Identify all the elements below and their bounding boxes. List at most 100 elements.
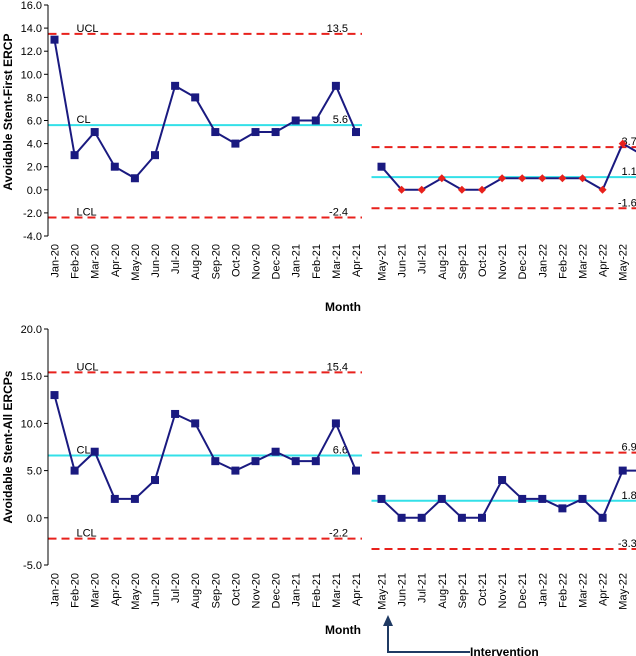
data-point [50, 391, 59, 400]
data-point [518, 494, 527, 503]
pre-cl-value: 5.6 [333, 114, 348, 126]
x-tick-label: Jun-21 [397, 573, 409, 607]
x-tick-label: Jul-20 [170, 244, 182, 274]
x-tick-label: Jan-20 [50, 244, 62, 278]
data-point [377, 162, 386, 171]
x-tick-label: May-20 [130, 573, 142, 610]
data-point [171, 409, 180, 418]
x-tick-label: Feb-22 [557, 573, 569, 608]
x-tick-label: Mar-20 [90, 244, 102, 279]
intervention-label: Intervention [470, 645, 539, 656]
data-point [498, 476, 507, 485]
data-point [377, 494, 386, 503]
x-tick-label: Dec-21 [517, 573, 529, 608]
data-point [538, 494, 547, 503]
x-tick-label: Dec-21 [517, 244, 529, 279]
y-tick-label: 20.0 [21, 324, 42, 336]
y-tick-label: 15.0 [21, 371, 42, 383]
chart-2: -5.0 0.0 5.0 10.0 15.0 20.0 Avoidable Stent-Al… [1, 324, 636, 637]
x-tick-label: Jan-21 [291, 244, 303, 278]
pre-lcl-value: -2.4 [329, 207, 348, 219]
data-point [151, 151, 159, 160]
x-tick-label: Feb-20 [70, 244, 82, 279]
data-point [70, 466, 79, 475]
chart-1: -4.0 -2.0 0.0 2.0 4.0 6.0 8.0 10.0 12.0 14.0 16.0 A… [1, 0, 636, 314]
x-tick-label: Mar-22 [578, 244, 590, 279]
data-point [291, 116, 300, 125]
data-point [110, 162, 119, 171]
x-tick-label: Dec-20 [271, 244, 283, 279]
data-point [50, 35, 59, 44]
data-point [171, 81, 180, 90]
x-tick-label: Sep-21 [457, 244, 469, 279]
x-tick-label: Jan-22 [537, 244, 549, 278]
x-tick-label: Sep-20 [210, 573, 222, 608]
x-tick-label: May-21 [377, 573, 389, 610]
data-point [251, 457, 260, 466]
data-point [291, 457, 300, 466]
data-point [231, 466, 240, 475]
x-tick-label: Jun-21 [397, 244, 409, 278]
x-tick-label: Feb-21 [311, 244, 323, 279]
pre-series-line [53, 394, 357, 500]
pre-lcl-value: -2.2 [329, 528, 348, 540]
x-tick-label: Nov-21 [497, 573, 509, 608]
x-tick-label: Feb-21 [311, 573, 323, 608]
data-point [352, 128, 360, 137]
pre-ucl-name: UCL [77, 361, 99, 373]
data-point [457, 513, 466, 522]
pre-lcl-name: LCL [77, 207, 97, 219]
x-tick-label: Jun-20 [150, 244, 162, 278]
x-tick-label: Apr-20 [110, 244, 122, 277]
data-point-diamond [558, 174, 567, 183]
x-tick-label: Aug-21 [437, 244, 449, 279]
data-point [211, 457, 220, 466]
data-point [618, 466, 627, 475]
x-tick-label: May-20 [130, 244, 142, 281]
data-point-diamond [598, 185, 607, 194]
data-point [130, 494, 139, 503]
pre-lcl-name: LCL [77, 528, 97, 540]
x-tick-label: May-22 [618, 573, 630, 610]
y-tick-label: 5.0 [27, 466, 42, 478]
post-series-line [380, 142, 636, 192]
y-tick-label: 12.0 [21, 46, 42, 58]
x-tick-label: Jan-22 [537, 573, 549, 607]
y-tick-label: -5.0 [23, 560, 42, 572]
data-point [271, 128, 280, 137]
data-point [311, 116, 320, 125]
pre-ucl-name: UCL [77, 23, 99, 35]
x-tick-label: Dec-20 [271, 573, 283, 608]
x-tick-label: Mar-22 [578, 573, 590, 608]
intervention-annotation: Intervention [383, 615, 539, 656]
post-ucl-value: 6.9 [622, 442, 636, 454]
x-tick-label: Jul-21 [417, 244, 429, 274]
pre-cl-name: CL [77, 444, 91, 456]
data-point-diamond [397, 185, 406, 194]
data-point [437, 494, 446, 503]
data-point-diamond [478, 185, 486, 194]
x-tick-label: Sep-21 [457, 573, 469, 608]
post-cl-value: 1.1 [622, 166, 636, 178]
data-point [70, 151, 79, 160]
x-tick-label: Aug-21 [437, 573, 449, 608]
data-point [271, 447, 280, 456]
pre-ucl-value: 15.4 [327, 361, 348, 373]
post-series-line [380, 469, 636, 520]
post-lcl-value: -3.3 [618, 538, 636, 550]
data-point-diamond [457, 185, 466, 194]
x-tick-label: Oct-20 [230, 244, 242, 277]
data-point [578, 494, 587, 503]
y-tick-label: 8.0 [27, 92, 42, 104]
x-tick-label: Jan-20 [50, 573, 62, 607]
data-point [231, 139, 240, 148]
data-point [90, 128, 99, 137]
data-point [90, 447, 99, 456]
x-tick-label: Oct-20 [230, 573, 242, 606]
y-tick-label: -4.0 [23, 231, 42, 243]
data-point [598, 513, 607, 522]
x-tick-label: Apr-22 [598, 244, 610, 277]
y-tick-label: 10.0 [21, 69, 42, 81]
x-tick-label: Jan-21 [291, 573, 303, 607]
